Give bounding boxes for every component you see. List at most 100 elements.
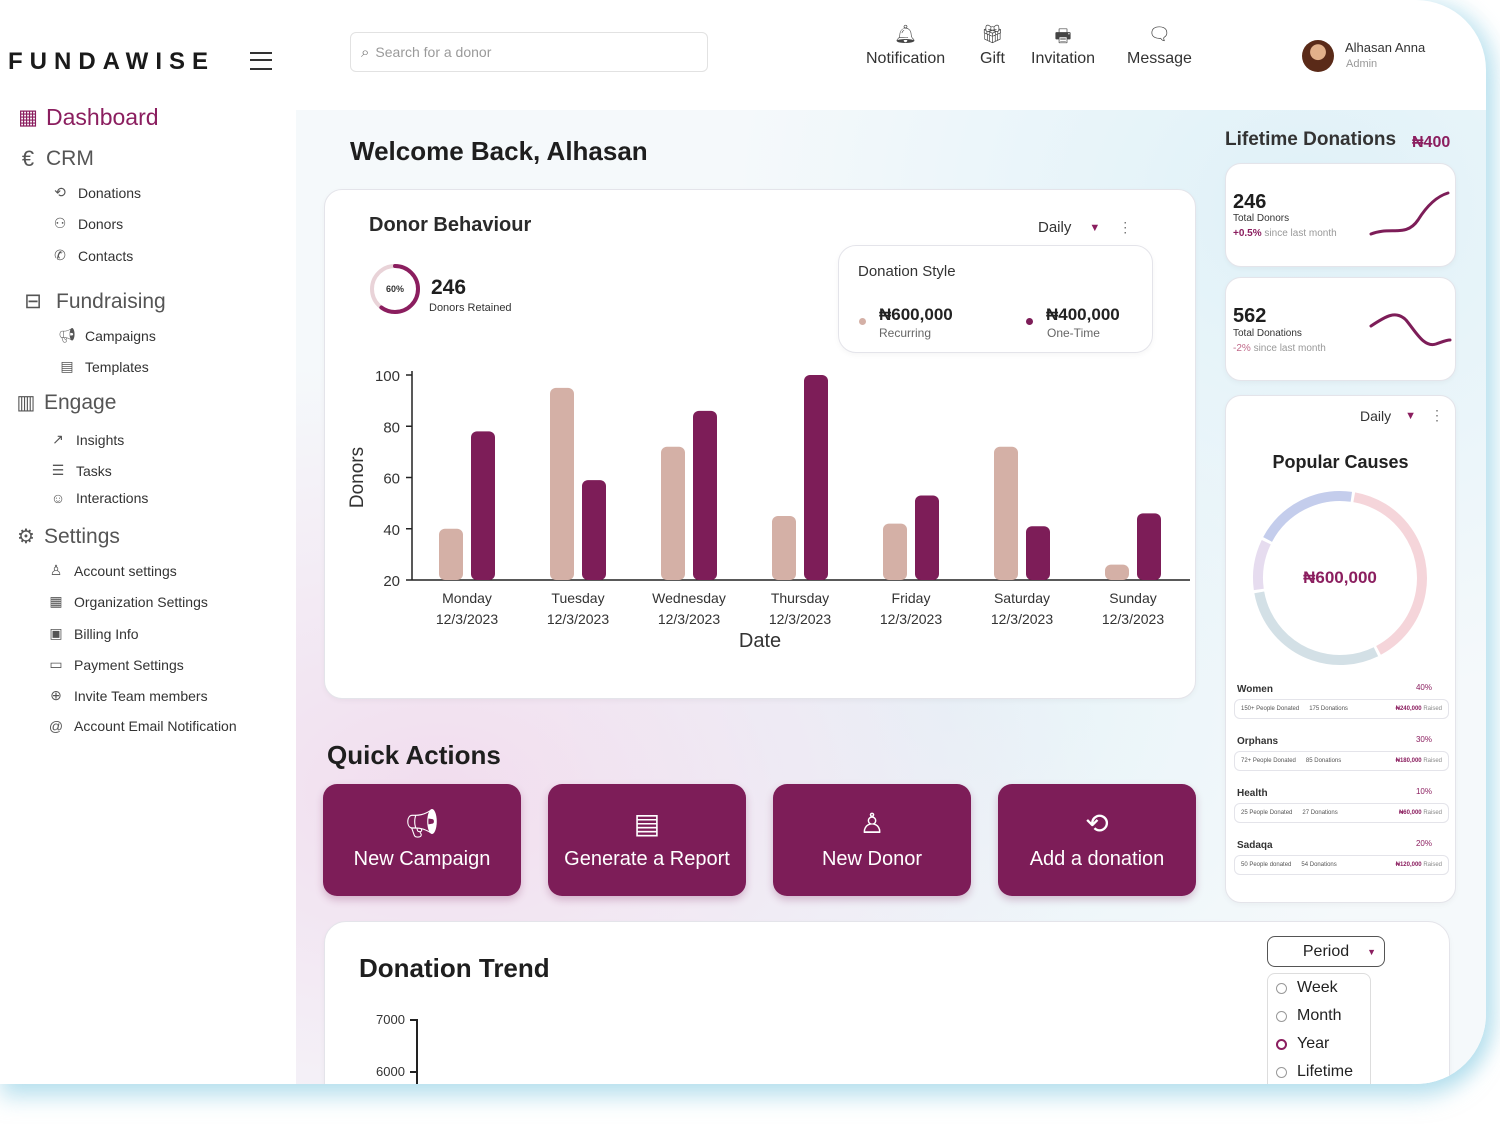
y-tick-label: 20: [383, 573, 400, 590]
user-icon: ♙: [49, 562, 63, 578]
cause-people: 50 People donated: [1241, 862, 1292, 868]
search-input[interactable]: [375, 44, 676, 60]
cause-name: Women: [1237, 684, 1273, 695]
more-vertical-icon[interactable]: ⋮: [1430, 407, 1445, 423]
period-value: Daily: [1360, 407, 1392, 424]
sidebar-item-invite-team-members[interactable]: ⊕ Invite Team members: [46, 687, 208, 704]
avatar[interactable]: [1302, 40, 1334, 72]
cause-percent: 20%: [1415, 839, 1432, 848]
phone-icon: ✆: [54, 247, 66, 263]
sidebar-item-crm[interactable]: € CRM: [18, 146, 94, 172]
popular-causes-total: ₦600,000: [1303, 568, 1377, 587]
sidebar-item-account-settings[interactable]: ♙ Account settings: [46, 562, 177, 579]
radio-button-selected[interactable]: [1276, 1038, 1287, 1050]
donor-behaviour-period-dropdown[interactable]: Daily ▼ ⋮: [1038, 219, 1132, 236]
topnav-label: Notification: [866, 50, 946, 67]
recurring-label: Recurring: [879, 326, 932, 340]
sidebar-item-interactions[interactable]: ☺ Interactions: [48, 490, 149, 506]
sidebar-item-label: Fundraising: [56, 289, 166, 313]
option-label: Year: [1297, 1035, 1330, 1052]
fundraising-icon: ⊟: [24, 290, 42, 313]
period-dropdown[interactable]: Period ▼: [1267, 936, 1385, 967]
y-tick-label: 40: [383, 522, 400, 539]
recurring-legend-dot: [859, 318, 866, 325]
sidebar-item-account-email-notification[interactable]: @ Account Email Notification: [46, 718, 237, 734]
topnav-invitation[interactable]: 🖶︎ Invitation: [1031, 24, 1095, 68]
donut-segment: [1253, 491, 1427, 665]
x-tick-label-day: Sunday: [1109, 590, 1156, 606]
sidebar-item-organization-settings[interactable]: ▦ Organization Settings: [46, 593, 207, 610]
message-icon: 🗨︎: [1148, 24, 1171, 44]
sidebar-item-label: Templates: [85, 358, 149, 375]
bar: [804, 375, 828, 580]
search-box[interactable]: ⌕: [350, 32, 708, 72]
app-window: FUNDAWISE ▦ Dashboard € CRM ⟲ Donations …: [0, 0, 1486, 1084]
sidebar-item-label: Account settings: [74, 562, 177, 579]
x-tick-label-day: Wednesday: [652, 590, 726, 606]
cause-donations: 27 Donations: [1302, 810, 1338, 816]
donor-behaviour-chart: 20 40 60 80 100 Donors Monday 12/3/2023 Tuesday 1…: [347, 368, 1190, 652]
cause-amount: ₦180,000 Raised: [1396, 758, 1442, 764]
topnav-gift[interactable]: 🎁︎ Gift: [980, 24, 1005, 68]
trend-tick: [410, 1019, 418, 1021]
period-option-year[interactable]: Year: [1276, 1035, 1329, 1053]
topnav-message[interactable]: 🗨︎ Message: [1127, 24, 1192, 68]
bar: [471, 431, 495, 580]
bell-icon: 🔔︎: [894, 24, 917, 44]
cause-amount-sub: Raised: [1423, 706, 1442, 712]
sidebar-item-insights[interactable]: ↗ Insights: [48, 431, 124, 448]
euro-icon: €: [21, 146, 35, 171]
button-label: Generate a Report: [564, 847, 730, 870]
period-option-month[interactable]: Month: [1276, 1007, 1341, 1025]
sidebar-item-donations[interactable]: ⟲ Donations: [50, 184, 141, 201]
onetime-label: One-Time: [1047, 326, 1100, 340]
topnav-notification[interactable]: 🔔︎ Notification: [866, 24, 945, 68]
x-tick-label-date: 12/3/2023: [547, 611, 609, 627]
x-tick-label-date: 12/3/2023: [991, 611, 1053, 627]
cause-percent: 10%: [1415, 787, 1432, 796]
new-donor-button[interactable]: ♙ New Donor: [773, 784, 971, 896]
refresh-icon: ⟲: [54, 184, 66, 200]
cause-donations: 54 Donations: [1301, 862, 1337, 868]
recurring-amount: ₦600,000: [879, 305, 953, 324]
bar: [1026, 526, 1050, 580]
sidebar-item-tasks[interactable]: ☰ Tasks: [48, 462, 112, 479]
cause-name: Health: [1237, 788, 1268, 799]
radio-button[interactable]: [1276, 1010, 1287, 1022]
add-donation-button[interactable]: ⟲ Add a donation: [998, 784, 1196, 896]
sidebar-item-settings[interactable]: ⚙ Settings: [16, 524, 120, 549]
new-campaign-button[interactable]: 📢︎ New Campaign: [323, 784, 521, 896]
sidebar-item-engage[interactable]: ▥ Engage: [16, 390, 117, 415]
sidebar-item-donors[interactable]: ⚇ Donors: [50, 215, 123, 232]
sidebar: FUNDAWISE ▦ Dashboard € CRM ⟲ Donations …: [0, 0, 296, 1084]
bar: [994, 446, 1018, 580]
sidebar-item-templates[interactable]: ▤ Templates: [57, 358, 149, 375]
sidebar-item-dashboard[interactable]: ▦ Dashboard: [18, 104, 158, 131]
sidebar-item-fundraising[interactable]: ⊟ Fundraising: [18, 289, 166, 314]
bar: [661, 446, 685, 580]
sidebar-item-campaigns[interactable]: 📢︎ Campaigns: [57, 327, 156, 344]
x-tick-label-day: Thursday: [771, 590, 829, 606]
user-interaction-icon: ☺: [50, 490, 66, 506]
period-option-lifetime[interactable]: Lifetime: [1276, 1063, 1353, 1081]
generate-report-button[interactable]: ▤ Generate a Report: [548, 784, 746, 896]
cause-stats-health: 25 People Donated 27 Donations ₦60,000 R…: [1234, 803, 1449, 823]
donors-retained-label: Donors Retained: [429, 302, 512, 314]
y-tick-label: 60: [383, 471, 400, 488]
cause-donations: 175 Donations: [1309, 706, 1348, 712]
total-donations-change: -2% since last month: [1233, 343, 1326, 354]
y-tick-label: 80: [383, 419, 400, 436]
radio-button[interactable]: [1276, 982, 1287, 994]
sidebar-item-payment-settings[interactable]: ▭ Payment Settings: [46, 656, 183, 673]
sidebar-item-billing-info[interactable]: ▣ Billing Info: [46, 625, 138, 642]
period-option-week[interactable]: Week: [1276, 979, 1338, 997]
cause-amount: ₦120,000 Raised: [1396, 862, 1442, 868]
hamburger-menu-icon[interactable]: [250, 52, 272, 70]
sidebar-item-contacts[interactable]: ✆ Contacts: [50, 247, 133, 264]
popular-causes-period-dropdown[interactable]: Daily ▼ ⋮: [1360, 407, 1444, 424]
cause-amount-value: ₦180,000: [1395, 758, 1422, 764]
more-vertical-icon[interactable]: ⋮: [1118, 219, 1133, 235]
radio-button[interactable]: [1276, 1066, 1287, 1078]
trend-y-tick-label: 6000: [376, 1064, 405, 1079]
sidebar-item-label: Invite Team members: [74, 687, 208, 704]
